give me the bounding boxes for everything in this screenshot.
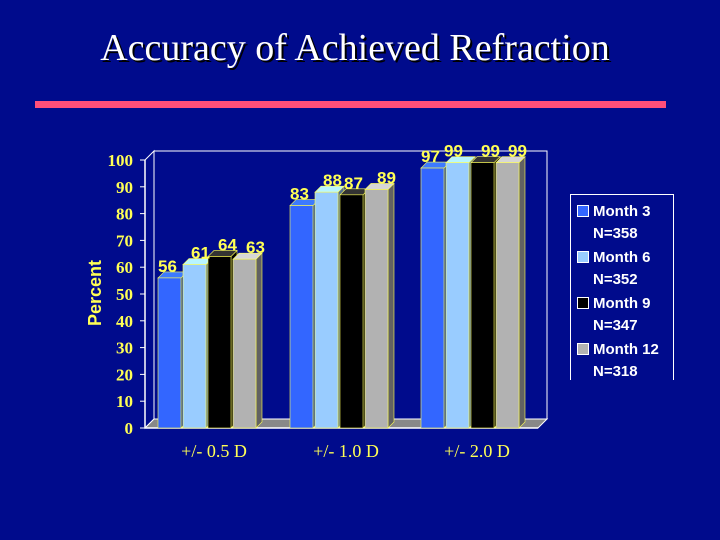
y-tick-label: 100 [108, 151, 134, 170]
bar [232, 258, 257, 429]
legend-series-name: Month 9 [593, 295, 651, 312]
bar-value-label: 83 [290, 185, 309, 204]
legend-swatch [577, 205, 589, 217]
bar [420, 167, 445, 429]
bar-side [387, 182, 395, 429]
legend-series-count: N=347 [593, 317, 638, 334]
bar [495, 162, 520, 429]
y-tick-label: 60 [116, 258, 133, 277]
bar-value-label: 99 [508, 142, 527, 161]
legend-label: Month 12 N=318 [593, 339, 675, 383]
legend-swatch [577, 251, 589, 263]
x-category-label: +/- 1.0 D [313, 441, 379, 461]
legend-series-count: N=318 [593, 363, 638, 380]
bar [207, 256, 232, 429]
legend-label: Month 3 N=358 [593, 201, 675, 245]
y-tick-label: 40 [116, 312, 133, 331]
bar-value-label: 97 [421, 147, 440, 166]
legend-swatch [577, 297, 589, 309]
bar [289, 205, 314, 429]
bar-value-label: 99 [481, 142, 500, 161]
bar-value-label: 64 [218, 235, 237, 254]
bar-side [518, 155, 526, 429]
y-tick-label: 30 [116, 339, 133, 358]
y-tick-label: 90 [116, 178, 133, 197]
legend-series-name: Month 3 [593, 203, 651, 220]
bar-value-label: 61 [191, 244, 210, 263]
bar [470, 162, 495, 429]
bar [314, 191, 339, 429]
category-labels: +/- 0.5 D +/- 1.0 D +/- 2.0 D [181, 441, 510, 461]
x-category-label: +/- 0.5 D [181, 441, 247, 461]
legend-swatch [577, 343, 589, 355]
bar [339, 194, 364, 429]
legend-series-count: N=358 [593, 225, 638, 242]
legend-item: Month 3 N=358 [571, 201, 673, 247]
bar [445, 162, 470, 429]
legend-item: Month 9 N=347 [571, 293, 673, 339]
bar [182, 264, 207, 429]
y-tick-label: 10 [116, 392, 133, 411]
slide-title: Accuracy of Achieved Refraction [100, 27, 610, 69]
y-axis-title: Percent [85, 260, 105, 326]
bar-value-label: 63 [246, 238, 265, 257]
bar [364, 189, 389, 429]
legend-series-name: Month 12 [593, 341, 659, 358]
legend-label: Month 6 N=352 [593, 247, 675, 291]
bar-value-label: 87 [344, 174, 363, 193]
legend-item: Month 6 N=352 [571, 247, 673, 293]
bar-value-label: 88 [323, 171, 342, 190]
y-axis-ticks: 0 10 20 30 40 50 60 70 80 90 100 [108, 151, 145, 438]
bar-side [255, 252, 263, 429]
plot-side-wall [144, 149, 155, 430]
y-tick-label: 0 [125, 419, 134, 438]
bar [157, 277, 182, 429]
title-rule [35, 101, 666, 108]
legend-series-count: N=352 [593, 271, 638, 288]
bar-value-label: 99 [444, 142, 463, 161]
bar-value-label: 56 [158, 257, 177, 276]
x-category-label: +/- 2.0 D [444, 441, 510, 461]
bars [157, 155, 526, 429]
y-tick-label: 20 [116, 365, 133, 384]
y-tick-label: 70 [116, 231, 133, 250]
legend-label: Month 9 N=347 [593, 293, 675, 337]
legend-item: Month 12 N=318 [571, 339, 673, 385]
y-tick-label: 80 [116, 205, 133, 224]
legend: Month 3 N=358 Month 6 N=352 Month 9 N=347 Mont… [570, 194, 674, 380]
legend-series-name: Month 6 [593, 249, 651, 266]
bar-value-label: 89 [377, 168, 396, 187]
y-tick-label: 50 [116, 285, 133, 304]
